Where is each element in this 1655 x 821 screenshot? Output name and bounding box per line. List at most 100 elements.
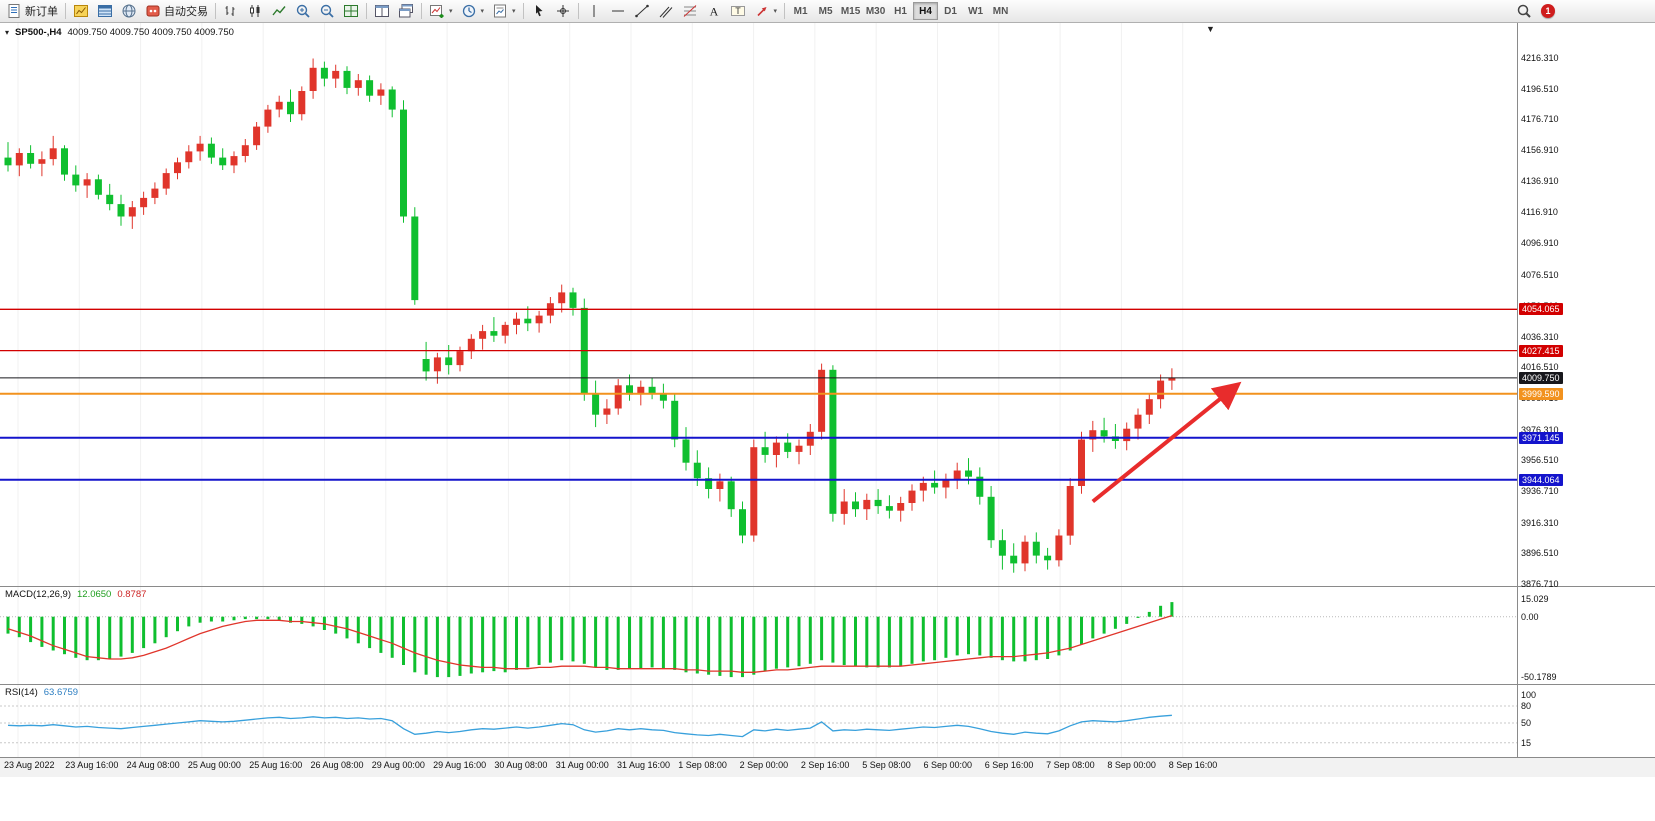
candle-body: [716, 481, 724, 489]
candle-body: [320, 67, 328, 79]
text-tool-button[interactable]: A: [702, 1, 726, 21]
panel-separator[interactable]: [0, 684, 1655, 685]
macd-main-value: 12.0650: [77, 589, 112, 600]
navigator-globe-icon: [122, 4, 136, 18]
candle-body: [885, 506, 893, 511]
chart-workspace[interactable]: ▾ SP500-,H4 4009.750 4009.750 4009.750 4…: [0, 23, 1655, 821]
time-axis-label[interactable]: 6 Sep 16:00: [984, 760, 1034, 770]
cursor-tool-button[interactable]: [527, 1, 551, 21]
annotation-arrow[interactable]: [1091, 381, 1242, 504]
one-click-trading-toggle[interactable]: ▾: [5, 28, 10, 37]
candlestick-mode-button[interactable]: [243, 1, 267, 21]
time-axis-label[interactable]: 30 Aug 08:00: [494, 760, 548, 770]
chart-shift-marker[interactable]: ▼: [1206, 24, 1215, 34]
time-axis-label[interactable]: 7 Sep 08:00: [1046, 760, 1095, 770]
timeframe-M1[interactable]: M1: [788, 2, 813, 20]
candle-body: [750, 447, 758, 536]
timeframe-H1[interactable]: H1: [888, 2, 913, 20]
candle-body: [874, 499, 882, 507]
timeframe-MN[interactable]: MN: [988, 2, 1013, 20]
candle-body: [659, 393, 667, 401]
candle-body: [1111, 436, 1119, 441]
rsi-line: [7, 714, 1172, 738]
channel-icon: [659, 6, 672, 18]
candle-body: [287, 101, 294, 115]
candle-body: [1032, 541, 1040, 556]
candle-body: [140, 197, 148, 208]
candle-body: [1089, 430, 1097, 440]
fibonacci-tool-button[interactable]: [678, 1, 702, 21]
candle-body: [151, 188, 159, 198]
auto-trading-button[interactable]: 自动交易: [141, 1, 212, 21]
periods-button[interactable]: ▾: [457, 1, 489, 21]
rsi-value: 63.6759: [43, 687, 79, 698]
zoom-in-button[interactable]: [291, 1, 315, 21]
time-axis-label[interactable]: 6 Sep 00:00: [923, 760, 973, 770]
line-chart-mode-button[interactable]: [267, 1, 291, 21]
search-icon[interactable]: [1516, 3, 1532, 19]
zoom-out-button[interactable]: [315, 1, 339, 21]
horizontal-line-tool-button[interactable]: [606, 1, 630, 21]
candle-body: [196, 143, 204, 152]
time-axis-label[interactable]: 5 Sep 08:00: [862, 760, 911, 770]
time-axis-label[interactable]: 29 Aug 00:00: [371, 760, 425, 770]
trendline-tool-button[interactable]: [630, 1, 654, 21]
time-axis-label[interactable]: 26 Aug 08:00: [310, 760, 364, 770]
candle-body: [603, 408, 611, 415]
market-watch-button[interactable]: [69, 1, 93, 21]
price-axis-label: 3976.310: [1521, 424, 1559, 435]
arrows-caret[interactable]: ▾: [773, 8, 778, 15]
time-axis-label[interactable]: 23 Aug 2022: [4, 760, 55, 770]
time-axis-label[interactable]: 29 Aug 16:00: [433, 760, 487, 770]
timeframe-D1[interactable]: D1: [938, 2, 963, 20]
templates-caret[interactable]: ▾: [512, 8, 516, 15]
candle-body: [931, 482, 939, 488]
candle-body: [908, 490, 916, 503]
timeframe-H4[interactable]: H4: [913, 2, 939, 20]
timeframe-W1[interactable]: W1: [963, 2, 988, 20]
label-tool-button[interactable]: T: [726, 1, 750, 21]
candle-body: [400, 109, 407, 217]
data-window-button[interactable]: [93, 1, 117, 21]
tile-windows-button[interactable]: [339, 1, 363, 21]
arrange-tile-button[interactable]: [370, 1, 394, 21]
price-axis-label: 3936.710: [1521, 486, 1559, 497]
time-axis-label[interactable]: 2 Sep 00:00: [739, 760, 789, 770]
vertical-line-tool-button[interactable]: [582, 1, 606, 21]
periods-caret[interactable]: ▾: [480, 8, 485, 15]
new-order-button[interactable]: 新订单: [2, 1, 62, 21]
timeframe-M5[interactable]: M5: [813, 2, 838, 20]
time-axis-label[interactable]: 31 Aug 16:00: [617, 760, 671, 770]
channel-tool-button[interactable]: [654, 1, 678, 21]
candle-body: [614, 385, 622, 409]
arrows-tool-button[interactable]: ▾: [750, 1, 782, 21]
toolbar-separator: [65, 3, 66, 19]
time-axis-label[interactable]: 31 Aug 00:00: [555, 760, 609, 770]
time-axis-label[interactable]: 1 Sep 08:00: [678, 760, 727, 770]
time-axis-label[interactable]: 25 Aug 00:00: [187, 760, 241, 770]
notification-badge[interactable]: 1: [1541, 4, 1555, 18]
new-chart-button[interactable]: ▾: [425, 1, 457, 21]
navigator-button[interactable]: [117, 1, 141, 21]
candle-body: [1168, 377, 1176, 381]
candle-body: [445, 357, 453, 366]
new-order-icon: [8, 4, 20, 18]
time-axis-label[interactable]: 2 Sep 16:00: [800, 760, 850, 770]
candle-body: [637, 386, 645, 395]
time-axis-label[interactable]: 25 Aug 16:00: [249, 760, 303, 770]
timeframe-M30[interactable]: M30: [863, 2, 888, 20]
time-axis-label[interactable]: 24 Aug 08:00: [126, 760, 180, 770]
time-axis-label[interactable]: 8 Sep 16:00: [1168, 760, 1218, 770]
panel-separator[interactable]: [0, 586, 1655, 587]
crosshair-tool-button[interactable]: [551, 1, 575, 21]
bar-chart-mode-button[interactable]: [219, 1, 243, 21]
new-chart-caret[interactable]: ▾: [449, 8, 453, 15]
time-axis-label[interactable]: 23 Aug 16:00: [65, 760, 119, 770]
rsi-axis-label: 50: [1521, 718, 1532, 728]
candle-body: [727, 481, 735, 510]
timeframe-M15[interactable]: M15: [838, 2, 863, 20]
time-axis-label[interactable]: 8 Sep 00:00: [1107, 760, 1156, 770]
arrange-cascade-button[interactable]: [394, 1, 418, 21]
templates-button[interactable]: ▾: [488, 1, 520, 21]
auto-trading-icon: [146, 5, 160, 17]
